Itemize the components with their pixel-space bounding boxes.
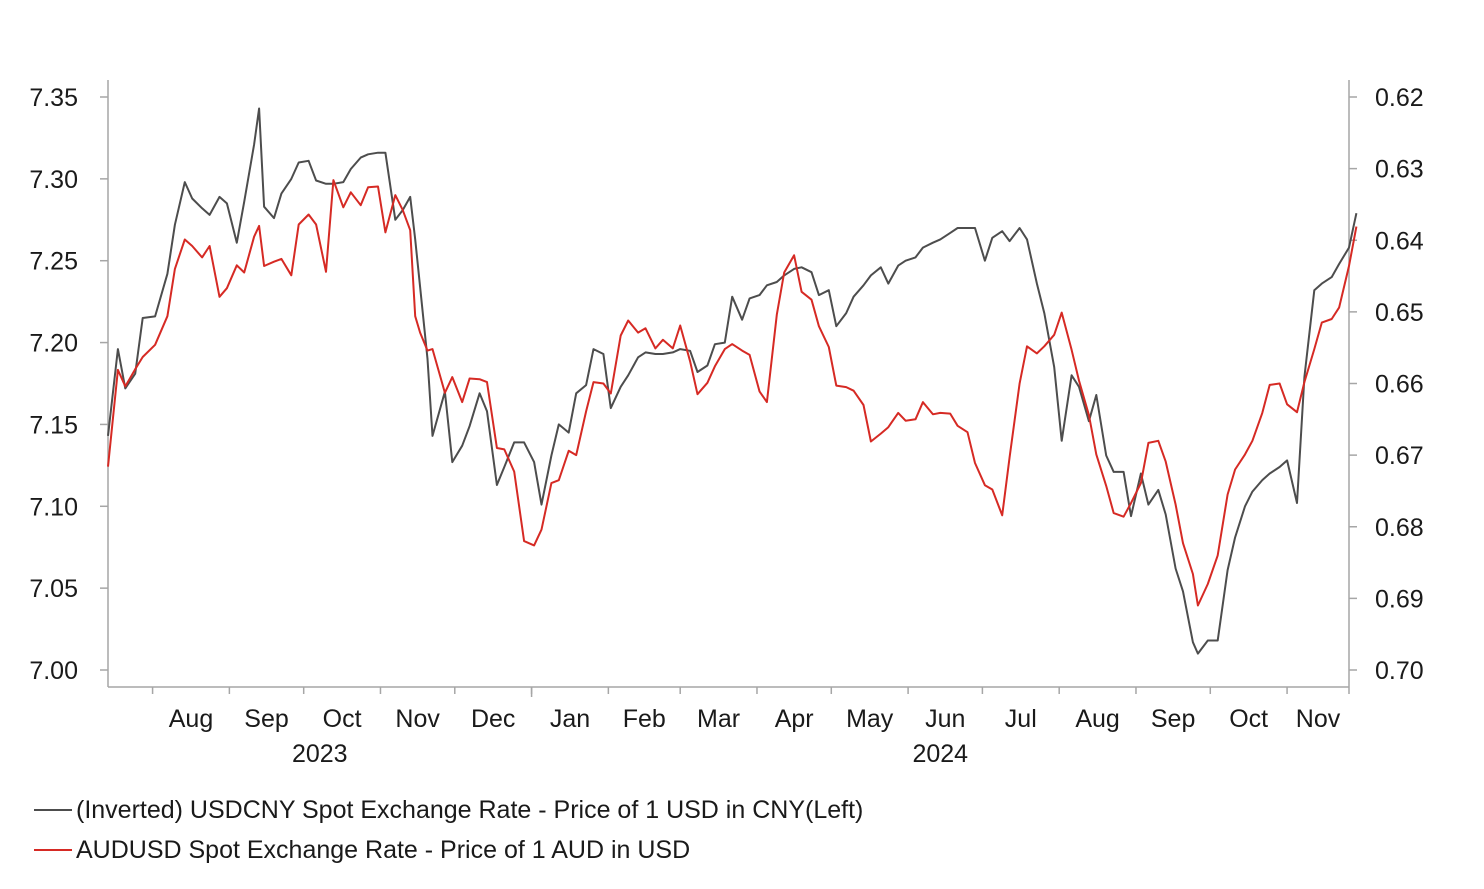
legend: (Inverted) USDCNY Spot Exchange Rate - P… xyxy=(34,790,863,870)
right-axis-tick-label: 0.63 xyxy=(1375,156,1424,184)
right-axis-tick-label: 0.69 xyxy=(1375,585,1424,613)
x-axis-month-label: May xyxy=(846,705,894,733)
right-axis-tick-label: 0.66 xyxy=(1375,371,1424,399)
legend-item-audusd: AUDUSD Spot Exchange Rate - Price of 1 A… xyxy=(34,830,863,870)
x-axis-month-label: Mar xyxy=(697,705,740,733)
left-axis-tick-label: 7.25 xyxy=(29,248,78,276)
x-axis-month-label: Sep xyxy=(1151,705,1195,733)
left-axis-tick-label: 7.00 xyxy=(29,657,78,685)
x-axis-month-label: Oct xyxy=(1229,705,1268,733)
x-axis-year-label: 2023 xyxy=(292,740,348,768)
legend-item-usdcny: (Inverted) USDCNY Spot Exchange Rate - P… xyxy=(34,790,863,830)
right-axis-tick-label: 0.62 xyxy=(1375,84,1424,112)
legend-swatch-audusd xyxy=(34,849,72,851)
x-axis-month-label: Nov xyxy=(1296,705,1341,733)
x-axis-month-label: Sep xyxy=(244,705,288,733)
x-axis-month-label: Jan xyxy=(550,705,590,733)
x-axis-month-label: Aug xyxy=(1075,705,1119,733)
x-axis-month-label: Feb xyxy=(623,705,666,733)
x-axis-year-label: 2024 xyxy=(912,740,968,768)
right-axis-tick-label: 0.65 xyxy=(1375,299,1424,327)
x-axis-month-label: Oct xyxy=(323,705,362,733)
x-axis-month-label: Dec xyxy=(471,705,515,733)
left-axis-tick-label: 7.35 xyxy=(29,84,78,112)
series-line-audusd xyxy=(107,179,1358,607)
x-axis-month-label: Jun xyxy=(925,705,965,733)
x-axis-month-label: Aug xyxy=(169,705,213,733)
series-lines xyxy=(107,107,1358,655)
left-axis-tick-label: 7.10 xyxy=(29,493,78,521)
x-axis-month-label: Apr xyxy=(775,705,814,733)
legend-swatch-usdcny xyxy=(34,809,72,811)
right-axis-tick-label: 0.70 xyxy=(1375,657,1424,685)
left-axis-tick-label: 7.20 xyxy=(29,330,78,358)
x-axis-month-label: Jul xyxy=(1005,705,1037,733)
x-axis-month-label: Nov xyxy=(395,705,440,733)
legend-label-audusd: AUDUSD Spot Exchange Rate - Price of 1 A… xyxy=(76,835,691,864)
legend-label-usdcny: (Inverted) USDCNY Spot Exchange Rate - P… xyxy=(76,795,864,824)
left-axis-tick-label: 7.15 xyxy=(29,411,78,439)
series-line-usdcny xyxy=(107,107,1358,655)
left-axis-tick-label: 7.05 xyxy=(29,575,78,603)
right-axis-tick-label: 0.67 xyxy=(1375,442,1424,470)
axes: 7.35 7.30 7.25 7.20 7.15 7.10 7.05 7.00 0.62 0.63… xyxy=(29,80,1424,768)
right-axis-tick-label: 0.68 xyxy=(1375,514,1424,542)
right-axis-tick-label: 0.64 xyxy=(1375,227,1424,255)
left-axis-tick-label: 7.30 xyxy=(29,166,78,194)
